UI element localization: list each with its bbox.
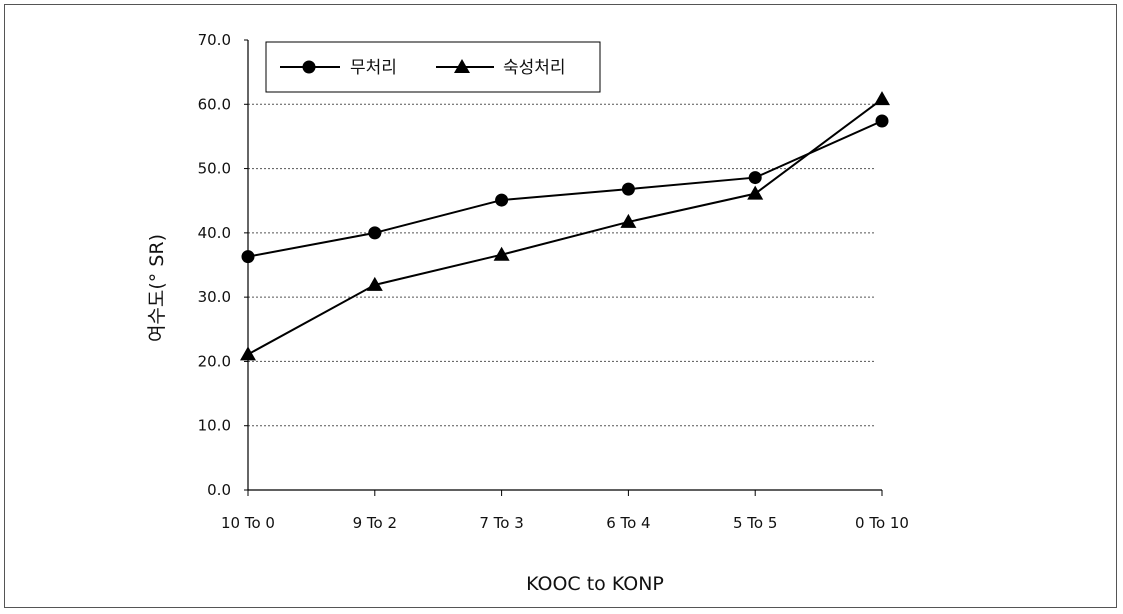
series-2	[240, 91, 890, 361]
y-tick-label: 40.0	[198, 224, 231, 242]
y-tick-label: 30.0	[198, 288, 231, 306]
data-point	[620, 213, 637, 228]
grid-lines	[248, 103, 874, 427]
series-lines	[240, 91, 890, 361]
x-tick-label: 7 To 3	[479, 514, 523, 532]
y-tick-label: 10.0	[198, 417, 231, 435]
data-point	[747, 185, 764, 200]
tick-labels: 0.0 10.0 20.0 30.0 40.0 50.0 60.0 70.0 10 To 0 9 …	[198, 31, 909, 532]
series-line	[247, 120, 883, 258]
data-point	[240, 346, 256, 361]
data-point	[495, 193, 509, 207]
legend: 무처리 숙성처리	[265, 41, 601, 93]
y-tick-label: 70.0	[198, 31, 231, 49]
x-tick-label: 9 To 2	[353, 514, 397, 532]
data-point	[241, 250, 255, 264]
legend-marker-series-2	[454, 59, 470, 73]
series-line	[247, 98, 883, 356]
x-tick-label: 0 To 10	[855, 514, 909, 532]
axes	[244, 39, 883, 496]
y-tick-label: 50.0	[198, 160, 231, 178]
x-tick-label: 6 To 4	[606, 514, 650, 532]
x-tick-label: 5 To 5	[733, 514, 777, 532]
data-point	[874, 91, 890, 106]
chart-frame	[4, 4, 1117, 608]
data-point	[748, 171, 762, 185]
legend-label-series-2: 숙성처리	[503, 58, 566, 78]
data-point	[368, 226, 382, 240]
series-1	[241, 114, 889, 264]
x-axis-title: KOOC to KONP	[526, 573, 664, 595]
y-axis-title: 여수도(° SR)	[146, 234, 168, 342]
legend-marker-series-1	[302, 60, 316, 74]
x-tick-label: 10 To 0	[221, 514, 275, 532]
data-point	[493, 246, 510, 261]
data-point	[875, 114, 889, 128]
data-point	[621, 182, 635, 196]
y-tick-label: 20.0	[198, 352, 231, 370]
y-tick-label: 0.0	[207, 481, 231, 499]
y-tick-label: 60.0	[198, 95, 231, 113]
legend-label-series-1: 무처리	[350, 58, 397, 78]
data-point	[366, 276, 383, 291]
